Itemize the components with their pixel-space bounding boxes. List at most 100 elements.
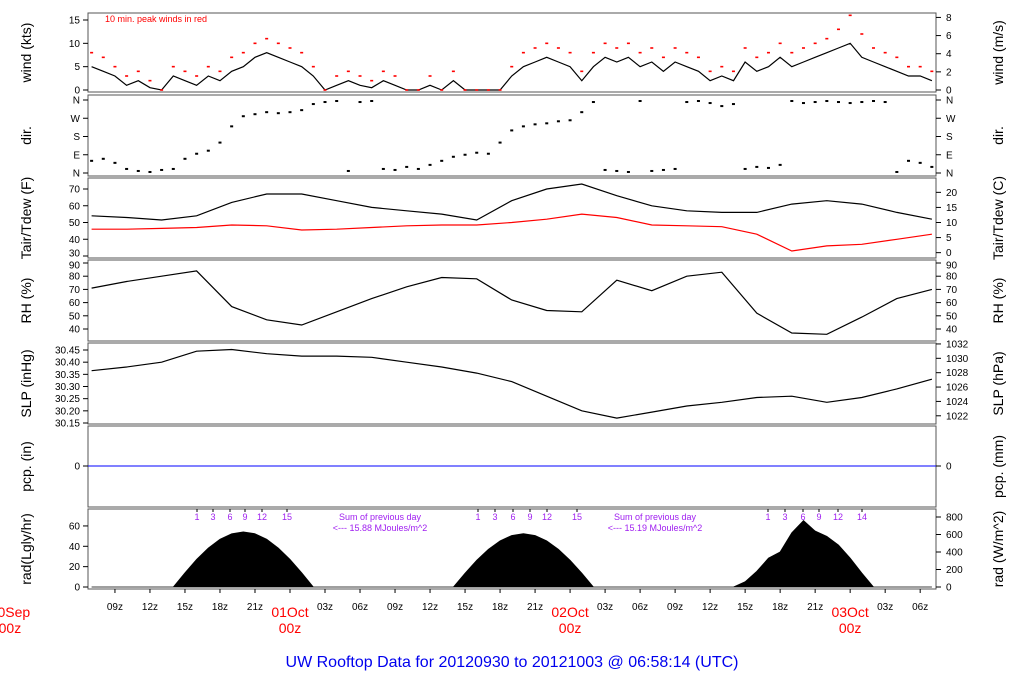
- wind-peak-mark: [790, 51, 794, 54]
- wind-peak-mark: [510, 65, 514, 68]
- dir-right-tick-label: E: [946, 150, 953, 161]
- temp-left-tick-label: 60: [69, 201, 81, 212]
- cumulative-energy-label: 12: [833, 512, 843, 522]
- wind-direction-point: [405, 165, 409, 168]
- x-axis-tick-label: 06z: [632, 602, 648, 613]
- pcp-right-tick-label: 0: [946, 462, 952, 473]
- wind-peak-mark: [848, 14, 852, 17]
- pcp-y-axis-label: pcp. (in): [18, 441, 34, 492]
- cumulative-energy-label: 15: [282, 512, 292, 522]
- wind-peak-mark: [288, 47, 292, 49]
- day-hour-label: 00z: [0, 620, 21, 636]
- wind-direction-point: [907, 159, 911, 162]
- temp-y-axis-label-right: Tair/Tdew (C): [990, 176, 1006, 260]
- rad-right-tick-label: 200: [946, 565, 963, 576]
- wind-peak-mark: [755, 56, 759, 59]
- wind-direction-point: [451, 155, 455, 158]
- wind-direction-point: [183, 157, 187, 160]
- dir-y-axis-label-right: dir.: [990, 126, 1006, 145]
- day-label: 01Oct: [271, 604, 308, 620]
- wind-peak-mark: [113, 65, 117, 68]
- slp-right-tick-label: 1024: [946, 397, 969, 408]
- cumulative-energy-label: 1: [475, 512, 480, 522]
- wind-direction-point: [276, 112, 280, 115]
- day-hour-label: 00z: [279, 620, 302, 636]
- wind-peak-mark: [568, 51, 572, 54]
- wind-right-tick-label: 4: [946, 49, 952, 60]
- pcp-left-tick-label: 0: [74, 462, 80, 473]
- wind-direction-point: [673, 167, 677, 170]
- peak-wind-note: 10 min. peak winds in red: [105, 14, 207, 24]
- wind-direction-point: [918, 161, 922, 164]
- wind-direction-point: [253, 113, 257, 116]
- wind-peak-mark: [405, 89, 409, 91]
- rad-right-tick-label: 600: [946, 530, 963, 541]
- dir-left-tick-label: S: [73, 132, 80, 143]
- dir-right-tick-label: N: [946, 96, 953, 107]
- daily-sum-value: <--- 15.88 MJoules/m^2: [333, 523, 428, 533]
- wind-direction-point: [720, 105, 724, 108]
- wind-direction-point: [428, 163, 432, 166]
- wind-peak-mark: [440, 89, 444, 91]
- wind-direction-point: [160, 168, 164, 171]
- cumulative-energy-label: 6: [800, 512, 805, 522]
- wind-peak-mark: [171, 65, 175, 68]
- day-label: 03Oct: [831, 604, 868, 620]
- wind-direction-point: [148, 170, 152, 173]
- x-axis-tick-label: 21z: [807, 602, 823, 613]
- dir-left-tick-label: E: [73, 150, 80, 161]
- wind-panel-frame: [87, 12, 937, 93]
- wind-direction-point: [358, 101, 362, 104]
- cumulative-energy-label: 6: [510, 512, 515, 522]
- wind-peak-mark: [907, 65, 911, 68]
- x-axis-tick-label: 21z: [527, 602, 543, 613]
- wind-direction-point: [813, 101, 817, 104]
- wind-direction-point: [195, 152, 199, 155]
- wind-peak-mark: [393, 75, 397, 77]
- wind-direction-point: [801, 102, 805, 105]
- slp-right-tick-label: 1026: [946, 383, 969, 394]
- temp-y-axis-label: Tair/Tdew (F): [18, 177, 34, 259]
- cumulative-energy-label: 3: [492, 512, 497, 522]
- wind-direction-point: [125, 167, 129, 170]
- wind-peak-mark: [498, 89, 502, 91]
- slp-y-axis-label: SLP (inHg): [18, 349, 34, 417]
- temp-left-tick-label: 30: [69, 249, 81, 260]
- x-axis-tick-label: 06z: [912, 602, 928, 613]
- wind-direction-point: [171, 167, 175, 170]
- wind-direction-point: [836, 101, 840, 104]
- dir-right-tick-label: S: [946, 132, 953, 143]
- wind-direction-point: [218, 141, 222, 144]
- wind-direction-point: [708, 102, 712, 105]
- rh-y-axis-label-right: RH (%): [990, 278, 1006, 324]
- wind-direction-point: [778, 163, 782, 166]
- day-hour-label: 00z: [559, 620, 582, 636]
- rh-left-tick-label: 60: [69, 298, 81, 309]
- x-axis-tick-label: 15z: [457, 602, 473, 613]
- wind-peak-mark: [90, 51, 94, 54]
- air-temperature-line: [91, 183, 933, 221]
- wind-direction-point: [638, 100, 642, 103]
- wind-peak-mark: [766, 51, 770, 54]
- wind-peak-mark: [731, 70, 735, 73]
- rad-y-axis-label: rad(Lgly/hr): [18, 513, 34, 585]
- wind-speed-line: [91, 42, 933, 91]
- cumulative-energy-label: 9: [242, 512, 247, 522]
- wind-direction-point: [335, 100, 339, 103]
- cumulative-energy-label: 14: [857, 512, 867, 522]
- wind-direction-point: [650, 169, 654, 172]
- temp-right-tick-label: 15: [946, 203, 958, 214]
- wind-peak-mark: [650, 47, 654, 49]
- rad-left-tick-label: 20: [69, 562, 81, 573]
- wind-direction-point: [580, 111, 584, 114]
- x-axis-tick-label: 12z: [422, 602, 438, 613]
- wind-direction-point: [230, 125, 234, 128]
- cumulative-energy-label: 9: [527, 512, 532, 522]
- wind-direction-point: [615, 169, 619, 172]
- dir-left-tick-label: N: [73, 169, 80, 180]
- rad-y-axis-label-right: rad (W/m^2): [990, 511, 1006, 588]
- slp-left-tick-label: 30.45: [55, 346, 80, 357]
- wind-peak-mark: [463, 89, 467, 91]
- temp-left-tick-label: 40: [69, 235, 81, 246]
